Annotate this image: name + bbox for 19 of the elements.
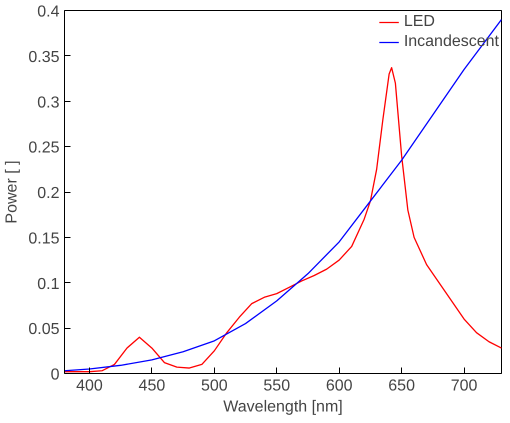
y-tick-label: 0 [50, 366, 60, 384]
x-axis-title: Wavelength [nm] [223, 398, 343, 416]
x-tick-label: 700 [450, 378, 478, 394]
x-tick-label: 400 [76, 378, 103, 394]
legend-label: LED [404, 13, 435, 31]
y-tick-label: 0.2 [37, 185, 60, 202]
x-tick-label: 650 [388, 378, 416, 394]
y-tick-label: 0.05 [28, 321, 60, 338]
y-tick-label: 0.4 [37, 4, 60, 20]
y-tick-label: 0.1 [37, 276, 60, 293]
x-tick-label: 600 [326, 378, 353, 394]
y-tick-label: 0.35 [28, 48, 60, 66]
x-tick-label: 500 [200, 378, 228, 394]
y-tick-label: 0.3 [37, 94, 60, 112]
x-tick-label: 450 [138, 378, 166, 394]
y-axis-title: Power [ ] [3, 160, 20, 224]
y-tick-label: 0.25 [28, 140, 60, 157]
y-tick-label: 0.15 [28, 230, 60, 248]
x-tick-label: 550 [263, 378, 290, 394]
